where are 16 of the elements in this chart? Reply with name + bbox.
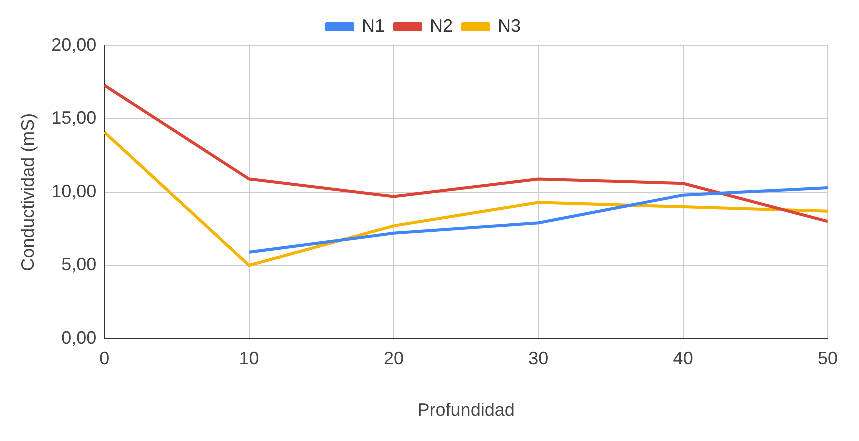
x-tick-label: 30	[528, 348, 549, 369]
y-tick-label: 5,00	[62, 254, 97, 275]
legend-label: N3	[498, 16, 522, 36]
x-tick-label: 20	[384, 348, 404, 369]
x-tick-label: 40	[673, 348, 694, 369]
y-tick-label: 15,00	[52, 108, 97, 128]
y-tick-label: 10,00	[52, 181, 97, 202]
x-tick-label: 50	[818, 348, 838, 369]
legend-label: N2	[430, 16, 454, 36]
x-tick-label: 10	[239, 348, 260, 369]
y-tick-label: 20,00	[52, 34, 97, 55]
y-tick-label: 0,00	[62, 328, 97, 348]
x-tick-label: 0	[100, 348, 110, 369]
y-axis-title: Conductividad (mS)	[18, 113, 38, 272]
x-axis-title: Profundidad	[418, 400, 515, 420]
legend-label: N1	[362, 16, 385, 36]
